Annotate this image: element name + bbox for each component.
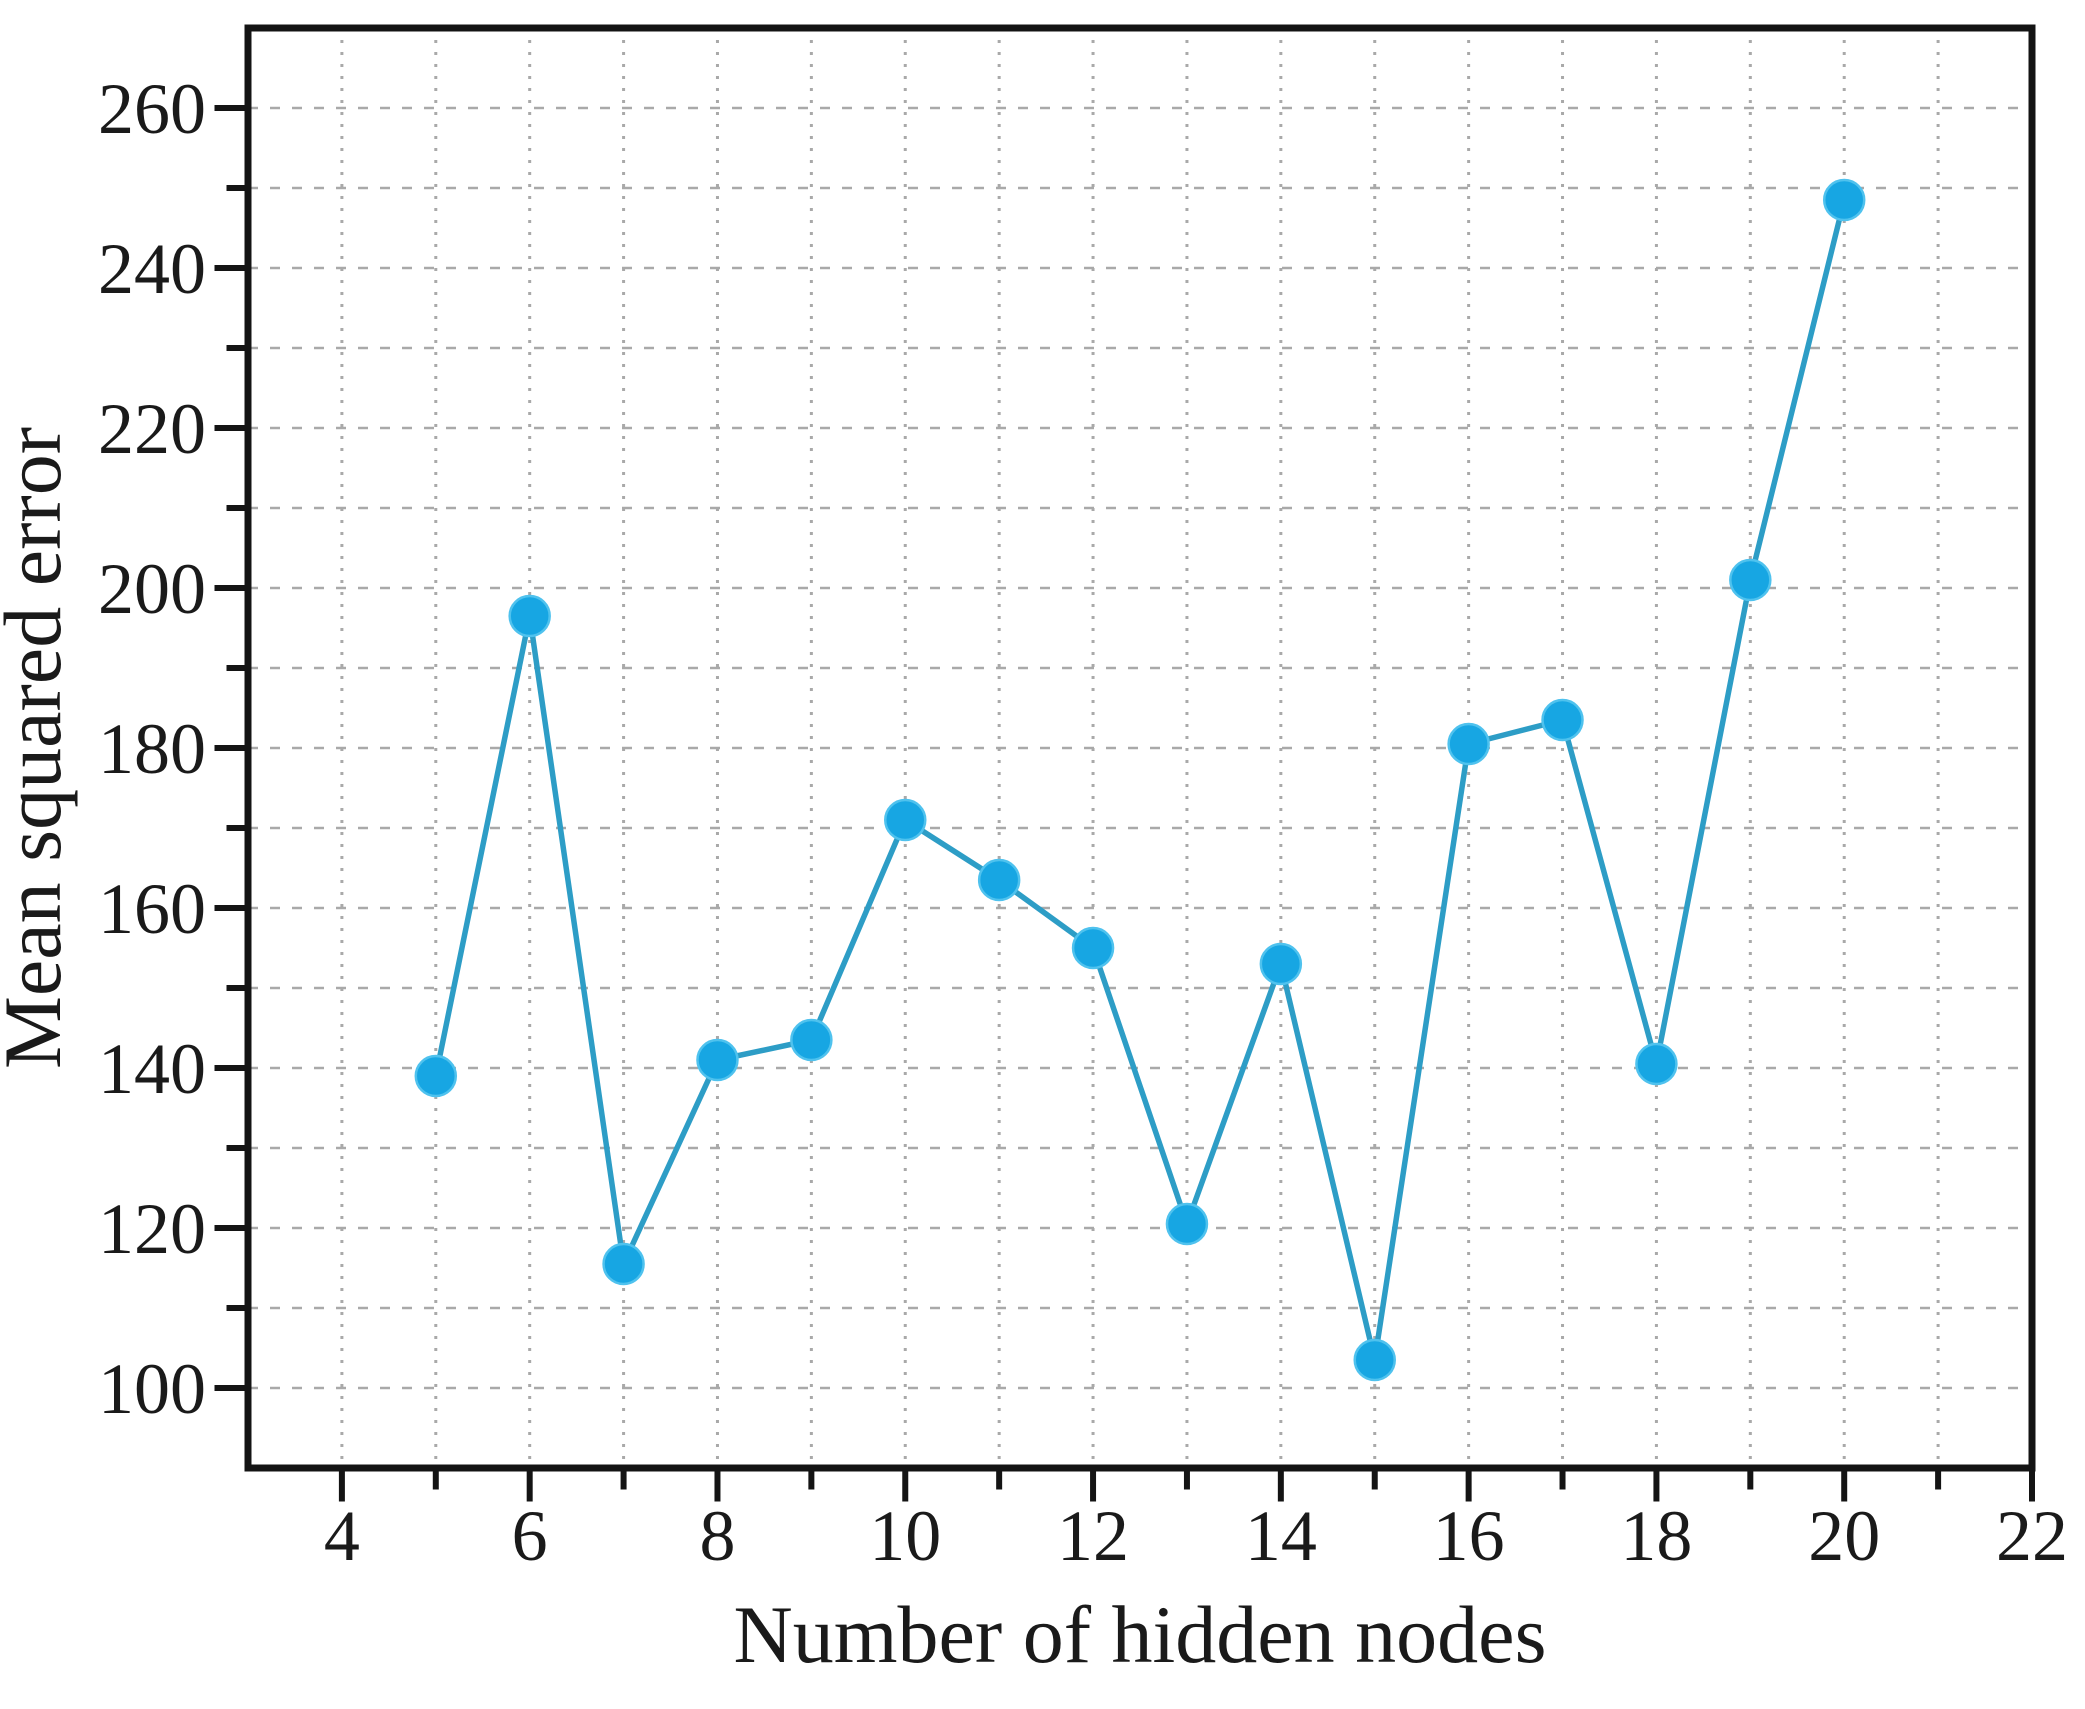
x-tick-label: 8	[699, 1496, 735, 1576]
y-tick-label: 120	[98, 1189, 206, 1269]
y-tick-label: 240	[98, 229, 206, 309]
data-point-marker	[1071, 926, 1115, 970]
data-point-marker	[696, 1038, 739, 1082]
data-point-marker	[602, 1242, 645, 1286]
data-point-marker	[1447, 722, 1490, 766]
x-tick-label: 12	[1057, 1496, 1129, 1576]
data-point-marker	[884, 798, 927, 842]
y-tick-label: 140	[98, 1029, 206, 1109]
data-point-marker	[1259, 942, 1303, 986]
data-point-marker	[977, 858, 1021, 902]
x-tick-label: 18	[1620, 1496, 1692, 1576]
y-tick-label: 220	[98, 389, 206, 469]
x-tick-label: 10	[869, 1496, 941, 1576]
plot-border	[244, 24, 2036, 1472]
data-point-marker	[790, 1018, 833, 1062]
series-line	[433, 197, 1847, 1363]
x-tick-label: 4	[324, 1496, 360, 1576]
data-point-marker	[1822, 178, 1866, 222]
data-point-marker	[1541, 698, 1584, 742]
data-point-marker	[1729, 558, 1772, 602]
y-tick-label: 180	[98, 709, 206, 789]
data-point-marker	[1635, 1042, 1678, 1086]
x-tick-label: 6	[512, 1496, 548, 1576]
y-axis-title: Mean squared error	[0, 427, 78, 1069]
y-tick-label: 160	[98, 869, 206, 949]
x-tick-label: 16	[1433, 1496, 1505, 1576]
x-axis-title: Number of hidden nodes	[734, 1589, 1547, 1680]
x-tick-label: 22	[1996, 1496, 2068, 1576]
data-point-marker	[1353, 1338, 1396, 1382]
y-tick-label: 200	[98, 549, 206, 629]
data-point-marker	[414, 1054, 458, 1098]
y-tick-label: 100	[98, 1349, 206, 1429]
x-tick-label: 20	[1808, 1496, 1880, 1576]
y-tick-label: 260	[98, 69, 206, 149]
x-tick-label: 14	[1245, 1496, 1317, 1576]
data-point-marker	[508, 594, 551, 638]
data-point-marker	[1165, 1202, 1209, 1246]
